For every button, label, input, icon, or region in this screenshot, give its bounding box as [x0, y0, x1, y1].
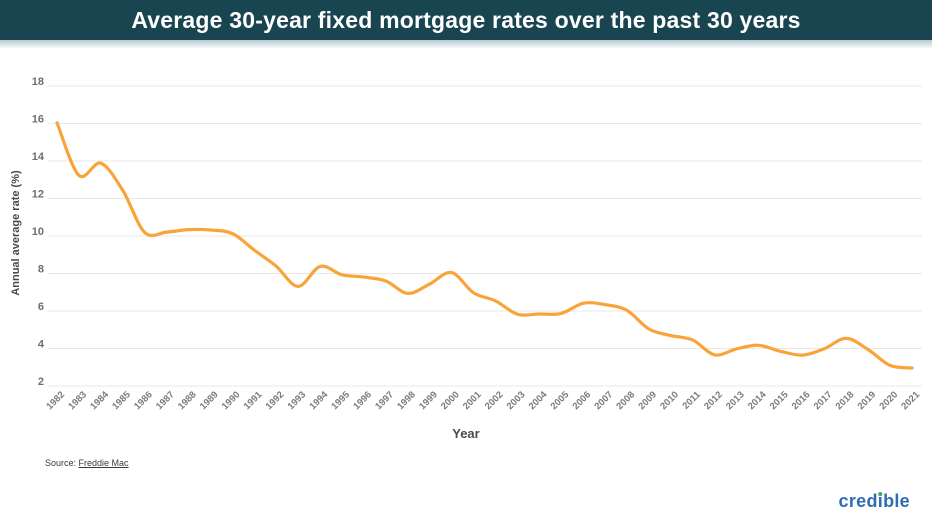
- x-tick-label: 1984: [88, 389, 111, 412]
- y-tick-label: 8: [38, 264, 44, 276]
- x-tick-label: 2004: [527, 389, 550, 412]
- y-tick-label: 10: [32, 226, 44, 238]
- x-tick-label: 1986: [132, 389, 155, 412]
- x-axis-title: Year: [452, 426, 480, 441]
- x-tick-label: 2017: [812, 389, 835, 412]
- y-tick-label: 12: [32, 189, 44, 201]
- y-axis-title: Annual average rate (%): [10, 170, 22, 296]
- x-tick-label: 2003: [505, 389, 528, 412]
- x-tick-label: 1994: [307, 389, 330, 412]
- x-tick-label: 2020: [877, 389, 900, 412]
- x-tick-label: 1999: [417, 389, 440, 412]
- logo-text-start: cred: [838, 491, 878, 511]
- x-tick-label: 1992: [264, 389, 287, 412]
- x-tick-label: 2021: [899, 389, 922, 412]
- logo-text-end: ble: [883, 491, 910, 511]
- x-tick-label: 2008: [614, 389, 637, 412]
- x-tick-label: 1998: [395, 389, 418, 412]
- source-prefix-label: Source:: [45, 458, 79, 468]
- x-tick-label: 1997: [373, 389, 396, 412]
- x-tick-label: 1995: [329, 389, 352, 412]
- y-tick-label: 18: [32, 76, 44, 88]
- header-bar: Average 30-year fixed mortgage rates ove…: [0, 0, 932, 40]
- x-tick-label: 1983: [66, 389, 89, 412]
- x-tick-label: 2002: [483, 389, 506, 412]
- x-tick-label: 2014: [746, 389, 769, 412]
- source-attribution: Source: Freddie Mac: [45, 458, 129, 468]
- y-tick-label: 14: [32, 151, 45, 163]
- x-tick-label: 2016: [790, 389, 813, 412]
- x-tick-label: 1982: [44, 389, 67, 412]
- x-tick-label: 2010: [658, 389, 681, 412]
- y-tick-label: 16: [32, 114, 44, 126]
- x-tick-label: 1987: [154, 389, 177, 412]
- source-link-freddie-mac[interactable]: Freddie Mac: [78, 458, 129, 468]
- x-tick-label: 2013: [724, 389, 747, 412]
- x-tick-label: 2011: [681, 389, 704, 412]
- logo-letter-i: ı: [877, 491, 884, 511]
- x-tick-label: 2015: [768, 389, 791, 412]
- x-tick-label: 1985: [110, 389, 133, 412]
- x-tick-label: 1991: [242, 389, 265, 412]
- x-tick-label: 2019: [856, 389, 879, 412]
- page-title: Average 30-year fixed mortgage rates ove…: [131, 6, 801, 33]
- x-tick-label: 1996: [351, 389, 374, 412]
- logo-green-dot-icon: [878, 492, 883, 496]
- header-strip: [0, 40, 932, 49]
- x-tick-label: 1990: [220, 389, 243, 412]
- x-tick-label: 2000: [439, 389, 462, 412]
- x-tick-label: 2006: [571, 389, 594, 412]
- x-tick-label: 2005: [549, 389, 572, 412]
- x-tick-label: 2018: [834, 389, 857, 412]
- y-tick-label: 4: [38, 339, 45, 351]
- x-tick-label: 2012: [702, 389, 725, 412]
- x-tick-label: 1988: [176, 389, 199, 412]
- y-tick-label: 2: [38, 376, 44, 388]
- x-tick-label: 2007: [592, 389, 615, 412]
- y-tick-label: 6: [38, 301, 44, 313]
- x-tick-label: 1993: [286, 389, 309, 412]
- rate-line: [55, 121, 914, 370]
- x-tick-label: 2001: [461, 389, 484, 412]
- x-tick-label: 1989: [198, 389, 221, 412]
- credible-logo: credı ble: [839, 491, 910, 512]
- x-tick-label: 2009: [636, 389, 659, 412]
